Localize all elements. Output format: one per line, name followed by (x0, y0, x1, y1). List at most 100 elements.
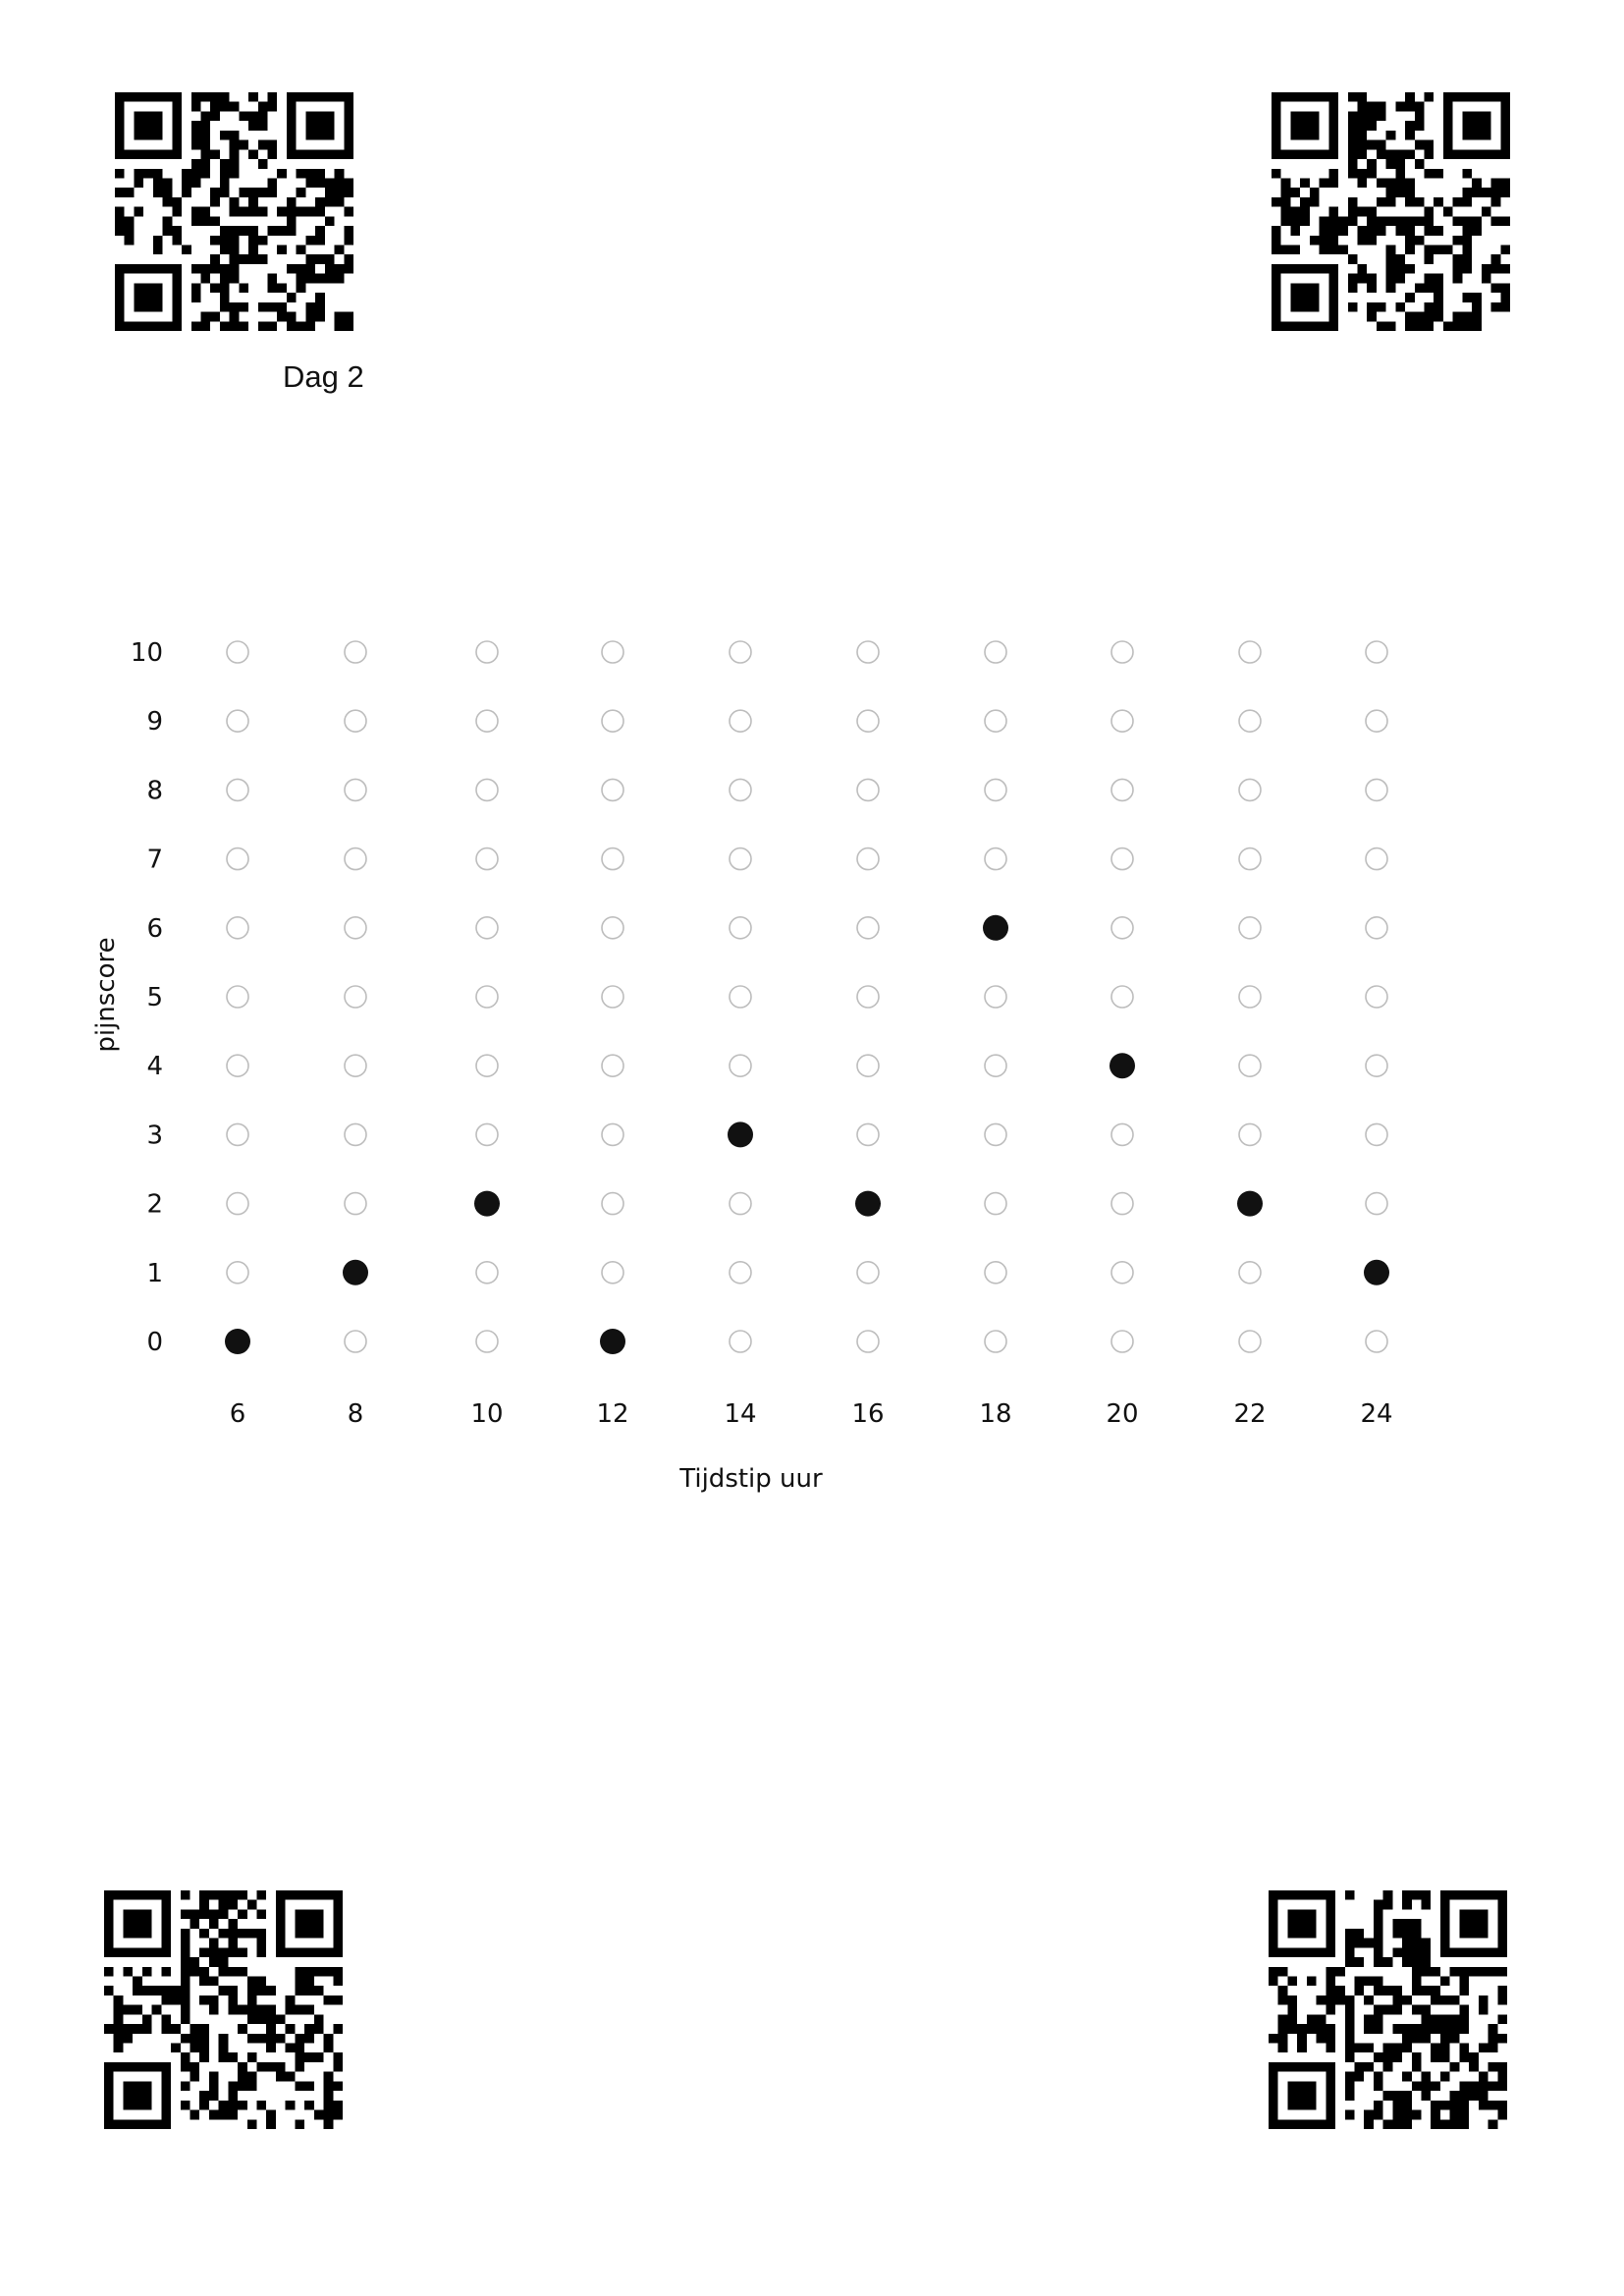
y-tick-label: 10 (131, 638, 163, 668)
grid-circle (856, 847, 880, 871)
y-tick-label: 5 (146, 983, 163, 1012)
grid-circle (984, 778, 1007, 802)
grid-circle (729, 1191, 752, 1216)
data-point (983, 914, 1008, 941)
grid-circle (601, 985, 624, 1009)
grid-circle (1365, 1330, 1388, 1353)
x-tick-label: 24 (1360, 1399, 1392, 1429)
grid-circle (1110, 1330, 1134, 1353)
grid-circle (601, 1054, 624, 1077)
y-tick-label: 9 (146, 707, 163, 737)
grid-circle (1110, 640, 1134, 664)
grid-circle (1238, 709, 1262, 734)
grid-circle (729, 709, 752, 734)
grid-circle (1110, 1122, 1134, 1147)
data-point (600, 1329, 625, 1354)
grid-circle (1110, 1191, 1134, 1216)
grid-circle (729, 985, 752, 1009)
y-tick-label: 6 (146, 914, 163, 944)
grid-circle (1238, 1054, 1262, 1077)
grid-circle (1110, 915, 1134, 940)
grid-circle (1238, 847, 1262, 871)
grid-circle (1238, 1122, 1262, 1147)
data-point (225, 1329, 250, 1354)
grid-circle (601, 915, 624, 940)
grid-circle (729, 640, 752, 664)
grid-circle (475, 985, 499, 1009)
y-tick-label: 0 (146, 1328, 163, 1357)
grid-circle (856, 1330, 880, 1353)
data-point (1237, 1190, 1263, 1217)
grid-circle (601, 640, 624, 664)
data-point (855, 1190, 881, 1217)
grid-circle (1365, 847, 1388, 871)
qr-code-top-left (115, 92, 353, 331)
grid-circle (984, 640, 1007, 664)
grid-circle (475, 778, 499, 802)
grid-circle (856, 915, 880, 940)
grid-circle (475, 709, 499, 734)
grid-circle (984, 1054, 1007, 1077)
grid-circle (1110, 778, 1134, 802)
x-tick-label: 14 (724, 1399, 756, 1429)
grid-circle (344, 915, 367, 940)
y-axis-label: pijnscore (91, 937, 121, 1052)
grid-circle (729, 1054, 752, 1077)
grid-circle (1365, 1191, 1388, 1216)
grid-circle (344, 1122, 367, 1147)
grid-circle (475, 1261, 499, 1285)
grid-circle (1110, 709, 1134, 734)
grid-circle (601, 847, 624, 871)
grid-circle (1238, 1330, 1262, 1353)
grid-circle (344, 1054, 367, 1077)
grid-circle (601, 1191, 624, 1216)
grid-circle (984, 985, 1007, 1009)
grid-circle (226, 915, 249, 940)
qr-code-top-right (1272, 92, 1510, 331)
grid-circle (1238, 1261, 1262, 1285)
y-tick-label: 2 (146, 1190, 163, 1220)
y-tick-label: 1 (146, 1259, 163, 1288)
grid-circle (601, 1122, 624, 1147)
grid-circle (475, 1330, 499, 1353)
grid-circle (601, 1261, 624, 1285)
y-tick-label: 7 (146, 846, 163, 875)
data-point (1364, 1259, 1389, 1285)
grid-circle (1365, 915, 1388, 940)
grid-circle (729, 778, 752, 802)
grid-circle (475, 915, 499, 940)
y-tick-label: 4 (146, 1052, 163, 1081)
y-tick-label: 8 (146, 776, 163, 805)
grid-circle (601, 778, 624, 802)
grid-circle (226, 640, 249, 664)
grid-circle (226, 1122, 249, 1147)
data-point (1110, 1053, 1135, 1079)
grid-circle (984, 1330, 1007, 1353)
grid-circle (856, 1261, 880, 1285)
grid-circle (475, 847, 499, 871)
grid-circle (1238, 640, 1262, 664)
grid-circle (984, 1261, 1007, 1285)
grid-circle (984, 1122, 1007, 1147)
y-tick-label: 3 (146, 1121, 163, 1150)
grid-circle (601, 709, 624, 734)
grid-circle (475, 1054, 499, 1077)
grid-circle (1365, 1054, 1388, 1077)
grid-circle (1238, 778, 1262, 802)
grid-circle (1110, 985, 1134, 1009)
day-label: Dag 2 (283, 359, 364, 394)
x-tick-label: 6 (230, 1399, 246, 1429)
grid-circle (729, 915, 752, 940)
grid-circle (226, 778, 249, 802)
grid-circle (226, 847, 249, 871)
grid-circle (984, 709, 1007, 734)
grid-circle (856, 778, 880, 802)
grid-circle (226, 1191, 249, 1216)
data-point (728, 1121, 753, 1148)
grid-circle (344, 1330, 367, 1353)
grid-circle (226, 1261, 249, 1285)
x-tick-label: 22 (1233, 1399, 1266, 1429)
grid-circle (1365, 640, 1388, 664)
grid-circle (1110, 847, 1134, 871)
grid-circle (344, 847, 367, 871)
